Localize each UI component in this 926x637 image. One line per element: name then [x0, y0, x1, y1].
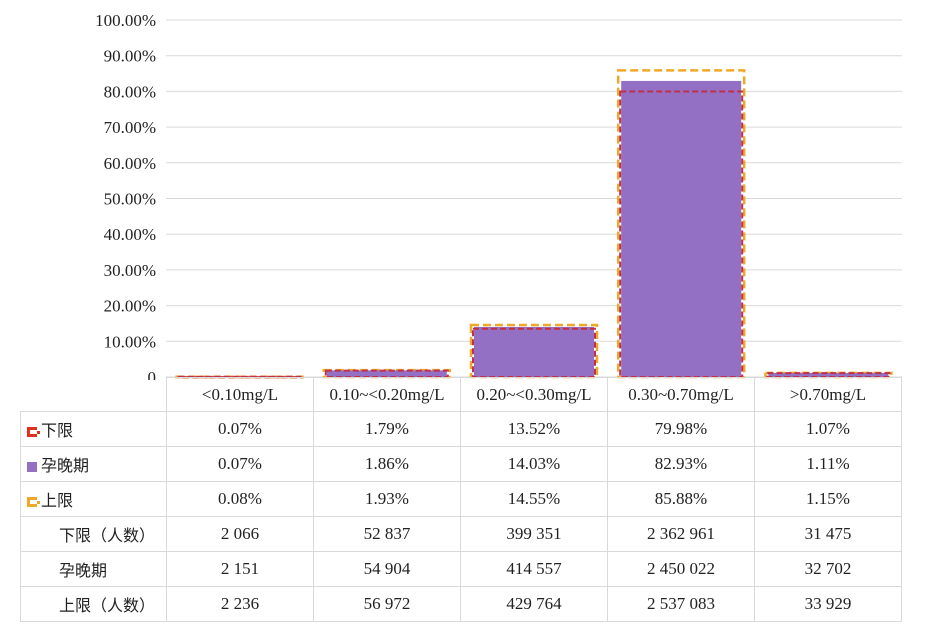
- table-cell: 2 362 961: [607, 516, 755, 552]
- bar-lower-bound: [619, 90, 744, 378]
- y-tick-label: 20.00%: [104, 297, 156, 316]
- table-cell: 13.52%: [460, 411, 608, 447]
- table-row: 下限（人数） 2 066 52 837 399 351 2 362 961 31 475: [20, 516, 902, 552]
- table-cell: 54 904: [313, 551, 461, 587]
- table-cell: 1.93%: [313, 481, 461, 517]
- table-cell: 1.86%: [313, 446, 461, 482]
- row-label-text: 下限: [41, 421, 74, 440]
- table-cell: 0.08%: [166, 481, 314, 517]
- table-row: 上限（人数） 2 236 56 972 429 764 2 537 083 33 929: [20, 586, 902, 622]
- row-label-text: 上限（人数）: [59, 596, 156, 615]
- table-cell: 56 972: [313, 586, 461, 622]
- row-label: 上限: [20, 481, 167, 517]
- table-cell: 14.03%: [460, 446, 608, 482]
- y-tick-label: 30.00%: [104, 261, 156, 280]
- legend-key-icon: [27, 461, 37, 472]
- y-tick-label: 70.00%: [104, 118, 156, 137]
- table-cell: 82.93%: [607, 446, 755, 482]
- row-label: 下限: [20, 411, 167, 447]
- bar-third-trimester: [474, 326, 594, 377]
- legend-key-icon: [27, 496, 40, 507]
- category-label: 0.30~0.70mg/L: [607, 377, 755, 412]
- y-tick-label: 90.00%: [104, 47, 156, 66]
- data-table: <0.10mg/L 0.10~<0.20mg/L 0.20~<0.30mg/L …: [20, 377, 902, 622]
- table-cell: 79.98%: [607, 411, 755, 447]
- y-tick-label: 100.00%: [95, 11, 156, 30]
- bar-lower-bound: [472, 327, 596, 379]
- y-tick-label: 60.00%: [104, 154, 156, 173]
- table-cell: 33 929: [754, 586, 902, 622]
- y-tick-label: 50.00%: [104, 190, 156, 209]
- row-label: 孕晚期: [20, 446, 167, 482]
- category-label: 0.10~<0.20mg/L: [313, 377, 461, 412]
- table-cell: 399 351: [460, 516, 608, 552]
- category-label: >0.70mg/L: [754, 377, 902, 412]
- bar-third-trimester: [768, 373, 889, 377]
- table-cell: 32 702: [754, 551, 902, 587]
- table-corner: [20, 377, 167, 412]
- table-cell: 2 151: [166, 551, 314, 587]
- legend-key-icon: [27, 426, 40, 437]
- gridlines: [166, 19, 902, 378]
- table-cell: 14.55%: [460, 481, 608, 517]
- table-cell: 2 066: [166, 516, 314, 552]
- bar-third-trimester: [326, 370, 447, 377]
- table-cell: 31 475: [754, 516, 902, 552]
- table-cell: 2 236: [166, 586, 314, 622]
- table-cell: 0.07%: [166, 446, 314, 482]
- y-tick-label: 10.00%: [104, 332, 156, 351]
- table-cell: 1.11%: [754, 446, 902, 482]
- table-cell: 52 837: [313, 516, 461, 552]
- table-cell: 1.79%: [313, 411, 461, 447]
- row-label-text: 孕晚期: [41, 456, 90, 475]
- y-tick-label: 80.00%: [104, 82, 156, 101]
- category-label: 0.20~<0.30mg/L: [460, 377, 608, 412]
- category-label: <0.10mg/L: [166, 377, 314, 412]
- table-row: 孕晚期 2 151 54 904 414 557 2 450 022 32 702: [20, 551, 902, 587]
- y-tick-label: 40.00%: [104, 225, 156, 244]
- table-cell: 1.07%: [754, 411, 902, 447]
- category-header-row: <0.10mg/L 0.10~<0.20mg/L 0.20~<0.30mg/L …: [20, 377, 902, 412]
- table-row: 上限 0.08% 1.93% 14.55% 85.88% 1.15%: [20, 481, 902, 517]
- table-cell: 429 764: [460, 586, 608, 622]
- bars: [175, 69, 893, 379]
- y-axis-ticks: 100.00% 90.00% 80.00% 70.00% 60.00% 50.00% 40.…: [95, 11, 156, 380]
- row-label-text: 上限: [41, 491, 74, 510]
- table-cell: 414 557: [460, 551, 608, 587]
- bar-third-trimester: [621, 80, 742, 377]
- table-cell: 85.88%: [607, 481, 755, 517]
- row-label-text: 下限（人数）: [59, 526, 156, 545]
- table-cell: 0.07%: [166, 411, 314, 447]
- table-row: 下限 0.07% 1.79% 13.52% 79.98% 1.07%: [20, 411, 902, 447]
- table-cell: 1.15%: [754, 481, 902, 517]
- row-label: 孕晚期: [20, 551, 167, 587]
- y-tick-label: 0: [148, 368, 157, 380]
- row-label-text: 孕晚期: [59, 561, 108, 580]
- bar-chart: 100.00% 90.00% 80.00% 70.00% 60.00% 50.00% 40.…: [95, 11, 902, 380]
- row-label: 下限（人数）: [20, 516, 167, 552]
- table-cell: 2 537 083: [607, 586, 755, 622]
- row-label: 上限（人数）: [20, 586, 167, 622]
- table-cell: 2 450 022: [607, 551, 755, 587]
- table-row: 孕晚期 0.07% 1.86% 14.03% 82.93% 1.11%: [20, 446, 902, 482]
